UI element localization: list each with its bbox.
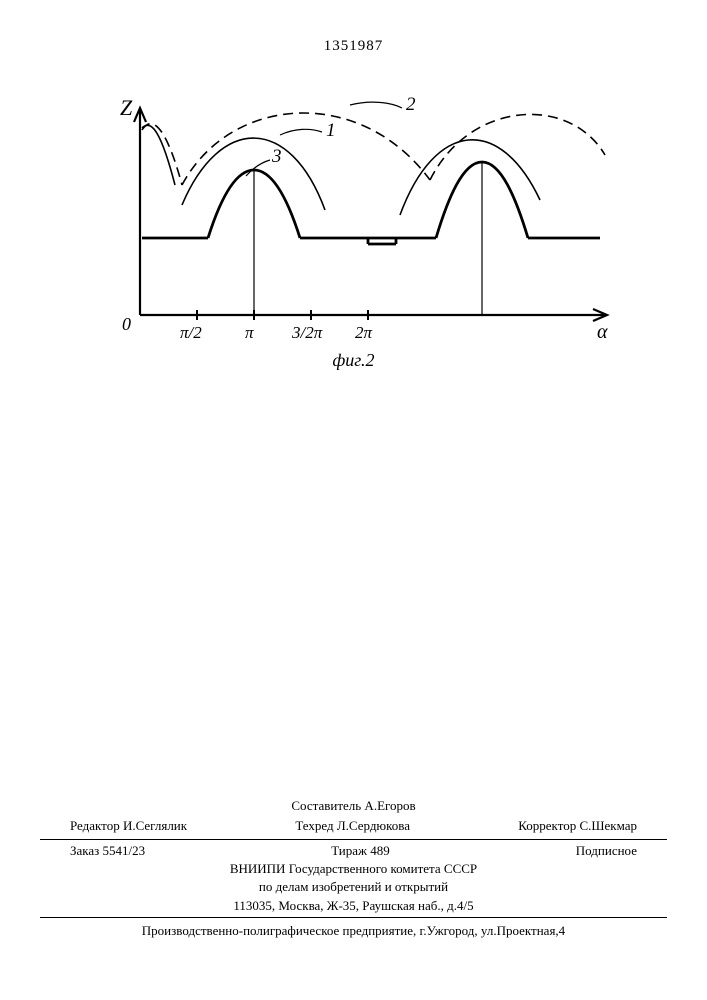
divider (40, 917, 667, 918)
y-axis-label: Z (120, 95, 133, 120)
divider (40, 839, 667, 840)
curve-1-left (142, 125, 175, 185)
corrector: Корректор С.Шекмар (518, 817, 637, 835)
curve-2-arch-1 (182, 113, 430, 185)
curve-label-1: 1 (326, 120, 336, 141)
credits-row: Редактор И.Сеглялик Техред Л.Сердюкова К… (40, 817, 667, 837)
vniipi-line1: ВНИИПИ Государственного комитета СССР (40, 860, 667, 878)
editor: Редактор И.Сеглялик (70, 817, 187, 835)
curve-label-3: 3 (271, 146, 282, 167)
figure-caption: фиг.2 (0, 350, 707, 371)
figure-svg: Z α 0 π/2 π 3/2π 2π (100, 80, 620, 360)
order-row: Заказ 5541/23 Тираж 489 Подписное (40, 842, 667, 860)
leader-line (350, 102, 402, 108)
leader-line (280, 129, 322, 135)
curve-1-arch-2 (400, 140, 540, 215)
curve-label-2: 2 (406, 94, 416, 115)
circulation: Тираж 489 (331, 842, 390, 860)
compiler-line: Составитель А.Егоров (40, 797, 667, 815)
x-axis-label: α (597, 321, 608, 343)
origin-label: 0 (122, 314, 131, 334)
figure-2: Z α 0 π/2 π 3/2π 2π (100, 80, 620, 360)
footer-block: Составитель А.Егоров Редактор И.Сеглялик… (40, 797, 667, 940)
x-tick-label: π/2 (180, 323, 202, 342)
vniipi-line2: по делам изобретений и открытий (40, 878, 667, 896)
x-tick-label: 2π (355, 323, 373, 342)
x-tick-label: π (245, 323, 254, 342)
subscription: Подписное (576, 842, 637, 860)
page: 1351987 Z α 0 π/2 π 3/2π 2π (0, 0, 707, 1000)
production-line: Производственно-полиграфическое предприя… (40, 922, 667, 940)
curve-2-segment (142, 124, 182, 185)
curve-2-arch-2 (430, 114, 605, 180)
x-tick-label: 3/2π (291, 323, 323, 342)
order-number: Заказ 5541/23 (70, 842, 145, 860)
document-number: 1351987 (0, 38, 707, 55)
tech-editor: Техред Л.Сердюкова (295, 817, 410, 835)
vniipi-line3: 113035, Москва, Ж-35, Раушская наб., д.4… (40, 897, 667, 915)
